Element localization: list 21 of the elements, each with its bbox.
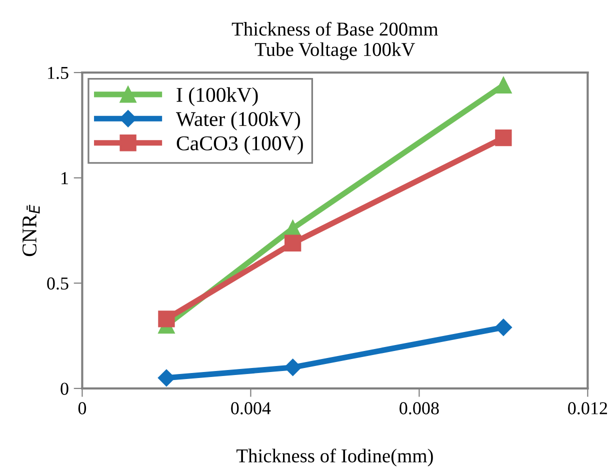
y-tick-label: 0.5 <box>47 277 68 290</box>
y-axis-title: CNR$_{Ē}$ <box>22 204 40 256</box>
x-tick-label: 0 <box>78 402 86 414</box>
legend-label: Water (100kV) <box>176 111 300 130</box>
point <box>494 318 512 336</box>
y-tick-label: 1 <box>62 172 68 184</box>
chart-title: Thickness of Base 200mm Tube Voltage 100kV <box>232 22 438 60</box>
point <box>495 76 512 94</box>
legend-label: I (100kV) <box>176 87 258 106</box>
y-tick-label: 0 <box>60 382 68 395</box>
legend-label: CaCO3 (100V) <box>176 136 303 155</box>
point <box>284 358 302 376</box>
point <box>495 129 512 146</box>
x-tick-label: 0.008 <box>400 402 439 414</box>
x-tick-label: 0.012 <box>568 402 607 414</box>
point <box>284 234 302 252</box>
point <box>158 369 176 386</box>
point <box>158 310 175 328</box>
x-tick-label: 0.004 <box>231 402 271 414</box>
y-tick-label: 1.5 <box>48 66 68 80</box>
x-axis-title: Thickness of Iodine(mm) <box>236 448 433 466</box>
